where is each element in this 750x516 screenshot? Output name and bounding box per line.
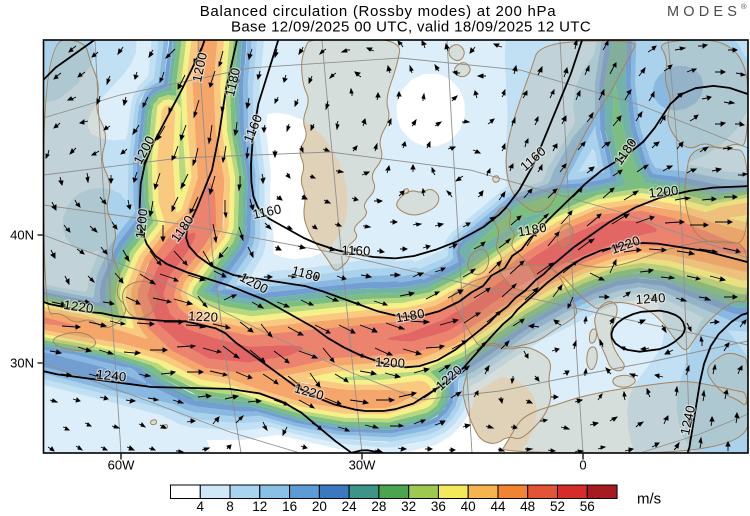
svg-text:48: 48 bbox=[520, 499, 535, 514]
svg-text:0: 0 bbox=[579, 458, 586, 473]
svg-text:1220: 1220 bbox=[63, 297, 95, 316]
svg-text:1180: 1180 bbox=[395, 306, 426, 326]
svg-text:20: 20 bbox=[312, 499, 327, 514]
svg-text:24: 24 bbox=[342, 499, 358, 514]
svg-text:MODES: MODES bbox=[667, 4, 741, 20]
svg-text:28: 28 bbox=[371, 499, 386, 514]
svg-text:1240: 1240 bbox=[96, 366, 128, 384]
svg-text:30N: 30N bbox=[10, 356, 34, 371]
svg-text:1180: 1180 bbox=[517, 220, 548, 240]
svg-text:1200: 1200 bbox=[375, 354, 406, 371]
svg-text:60W: 60W bbox=[108, 458, 135, 473]
svg-text:1220: 1220 bbox=[188, 308, 219, 325]
svg-text:32: 32 bbox=[401, 499, 416, 514]
svg-text:1200: 1200 bbox=[648, 182, 680, 200]
svg-text:52: 52 bbox=[550, 499, 565, 514]
svg-text:Balanced circulation (Rossby m: Balanced circulation (Rossby modes) at 2… bbox=[200, 3, 557, 20]
svg-text:1240: 1240 bbox=[635, 290, 666, 307]
svg-text:56: 56 bbox=[580, 499, 595, 514]
svg-text:1160: 1160 bbox=[251, 201, 283, 222]
svg-text:1160: 1160 bbox=[341, 242, 371, 258]
svg-text:m/s: m/s bbox=[637, 491, 661, 508]
svg-text:44: 44 bbox=[490, 499, 506, 514]
svg-text:4: 4 bbox=[197, 499, 205, 514]
svg-text:40N: 40N bbox=[10, 228, 34, 243]
svg-text:36: 36 bbox=[431, 499, 446, 514]
svg-text:Base 12/09/2025 00 UTC, valid: Base 12/09/2025 00 UTC, valid 18/09/2025… bbox=[231, 19, 591, 36]
svg-text:16: 16 bbox=[282, 499, 297, 514]
svg-text:30W: 30W bbox=[349, 458, 376, 473]
svg-text:1200: 1200 bbox=[132, 208, 150, 240]
svg-text:12: 12 bbox=[252, 499, 267, 514]
svg-text:®: ® bbox=[741, 2, 747, 11]
svg-text:40: 40 bbox=[461, 499, 476, 514]
svg-text:8: 8 bbox=[226, 499, 234, 514]
